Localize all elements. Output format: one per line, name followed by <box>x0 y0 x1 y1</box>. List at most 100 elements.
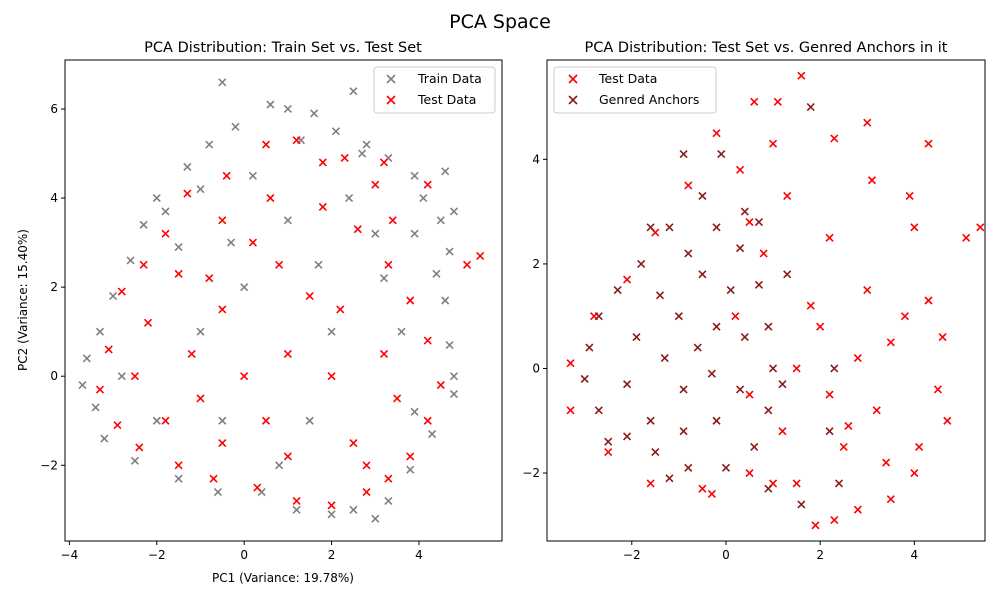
left-y-axis-label: PC2 (Variance: 15.40%) <box>16 229 30 371</box>
data-point-s0-28 <box>78 381 87 390</box>
data-point-s1-49 <box>665 474 674 483</box>
data-point-s1-47 <box>834 479 844 488</box>
data-point-s0-3 <box>797 71 806 80</box>
data-point-s0-55 <box>397 327 406 336</box>
data-point-s0-38 <box>213 487 223 497</box>
data-point-s1-15 <box>104 345 113 354</box>
data-point-s0-58 <box>152 416 161 425</box>
data-point-s0-9 <box>905 191 914 201</box>
data-point-s0-24 <box>684 181 693 190</box>
data-point-s0-51 <box>344 193 354 203</box>
left-legend-label-train: Train Data <box>417 71 482 86</box>
data-point-s0-8 <box>362 140 371 149</box>
right-ticks-layer: −2 0 2 4 −2 0 2 4 <box>522 152 918 562</box>
data-point-s1-8 <box>318 158 327 167</box>
data-point-s0-16 <box>910 468 919 478</box>
data-point-s0-27 <box>445 340 454 350</box>
data-point-s0-53 <box>174 242 183 252</box>
data-point-s0-56 <box>410 407 419 416</box>
data-point-s1-49 <box>240 372 249 381</box>
data-point-s0-34 <box>792 479 801 488</box>
data-point-s0-61 <box>226 238 236 247</box>
data-point-s0-33 <box>745 468 754 478</box>
data-point-s1-55 <box>248 238 257 247</box>
data-point-s1-5 <box>379 158 389 167</box>
legend-marker-x <box>568 95 578 105</box>
data-point-s0-1 <box>962 233 971 242</box>
figure-suptitle: PCA Space <box>449 11 551 33</box>
data-point-s1-50 <box>604 437 613 446</box>
data-point-s0-53 <box>900 312 910 321</box>
data-point-s0-57 <box>275 461 284 470</box>
data-point-s1-22 <box>712 223 721 232</box>
data-point-s1-38 <box>712 322 721 331</box>
data-point-s0-10 <box>910 223 919 232</box>
y-tick-label: 2 <box>532 257 540 271</box>
data-point-s0-23 <box>712 129 721 138</box>
data-point-s0-41 <box>736 165 745 174</box>
data-point-s1-32 <box>726 285 735 295</box>
right-axes-frame <box>546 59 986 542</box>
data-point-s0-6 <box>331 127 341 136</box>
data-point-s0-20 <box>811 521 820 530</box>
data-point-s1-44 <box>825 427 834 436</box>
data-point-s1-24 <box>362 487 371 497</box>
data-point-s1-25 <box>632 333 641 342</box>
x-tick-label: 0 <box>722 548 730 562</box>
left-legend-marker-train <box>386 74 396 84</box>
data-point-s0-43 <box>349 505 358 514</box>
data-point-s1-0 <box>476 251 485 261</box>
data-point-s0-14 <box>152 193 161 203</box>
data-point-s0-6 <box>830 134 839 143</box>
x-tick-label: 2 <box>328 548 336 562</box>
data-point-s0-48 <box>745 390 754 399</box>
data-point-s0-11 <box>924 296 933 305</box>
data-point-s0-22 <box>109 291 118 301</box>
data-point-s1-27 <box>423 416 432 425</box>
data-point-s0-1 <box>349 87 358 96</box>
data-point-s0-20 <box>126 256 135 265</box>
data-point-s0-47 <box>327 327 336 336</box>
data-point-s0-21 <box>445 247 454 256</box>
data-point-s0-37 <box>886 338 895 347</box>
data-point-s1-57 <box>362 461 371 470</box>
left-points-layer <box>78 78 485 523</box>
x-tick-label: −2 <box>623 548 641 562</box>
data-point-s1-48 <box>764 484 773 493</box>
data-point-s0-18 <box>139 220 148 229</box>
data-point-s0-8 <box>867 176 877 185</box>
data-point-s0-39 <box>825 233 834 242</box>
x-tick-label: 2 <box>816 548 824 562</box>
data-point-s0-63 <box>196 185 205 194</box>
data-point-s0-51 <box>844 421 853 431</box>
data-point-s1-22 <box>292 496 301 505</box>
data-point-s1-15 <box>721 463 731 472</box>
y-tick-label: 0 <box>50 369 58 383</box>
data-point-s1-43 <box>393 394 402 403</box>
data-point-s1-45 <box>336 305 345 314</box>
data-point-s1-46 <box>275 260 284 269</box>
data-point-s0-30 <box>604 448 613 457</box>
data-point-s0-29 <box>449 372 458 381</box>
data-point-s1-26 <box>406 452 415 461</box>
y-tick-label: 2 <box>50 280 58 294</box>
data-point-s1-31 <box>384 260 393 269</box>
data-point-s1-36 <box>679 385 688 394</box>
left-legend: Train Data Test Data <box>373 66 496 114</box>
data-point-s1-43 <box>778 380 787 389</box>
data-point-s1-2 <box>423 180 432 189</box>
data-point-s1-45 <box>830 364 839 373</box>
right-legend-label-test: Test Data <box>598 71 657 86</box>
data-point-s0-30 <box>91 403 100 412</box>
y-tick-label: 0 <box>532 361 540 375</box>
data-point-s1-13 <box>139 260 148 269</box>
data-point-s0-19 <box>436 216 445 225</box>
data-point-s1-46 <box>797 500 806 509</box>
legend-marker-x <box>386 95 396 105</box>
data-point-s1-28 <box>436 381 445 390</box>
data-point-s1-54 <box>305 291 314 301</box>
data-point-s0-18 <box>853 505 862 514</box>
data-point-s0-5 <box>773 97 782 106</box>
data-point-s0-43 <box>825 390 834 399</box>
data-point-s0-4 <box>750 97 759 106</box>
